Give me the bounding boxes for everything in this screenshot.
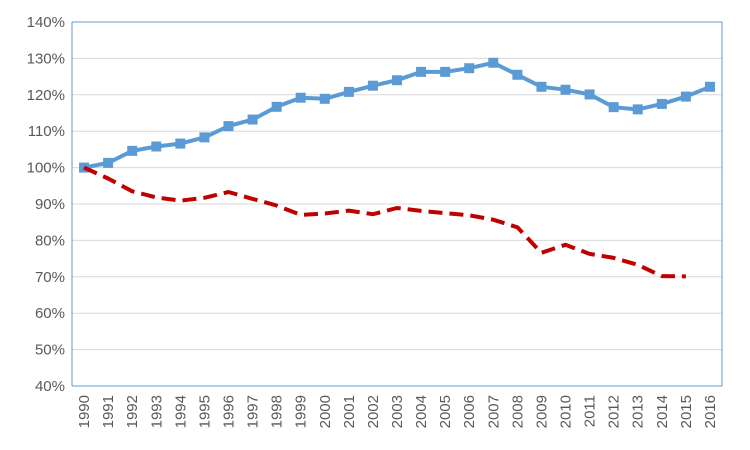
data-point-marker xyxy=(608,102,619,113)
data-point-marker xyxy=(704,81,715,92)
data-point-marker xyxy=(319,93,330,104)
x-tick-label: 2002 xyxy=(365,395,382,428)
y-tick-label: 100% xyxy=(27,160,65,177)
data-point-marker xyxy=(247,114,258,125)
x-tick-label: 2006 xyxy=(461,395,478,428)
x-tick-label: 2013 xyxy=(630,395,647,428)
series-line-2 xyxy=(83,165,686,279)
x-tick-label: 2015 xyxy=(678,395,695,428)
x-tick-label: 2007 xyxy=(485,395,502,428)
data-point-marker xyxy=(656,98,667,109)
data-point-marker xyxy=(464,63,475,74)
x-tick-label: 2010 xyxy=(558,395,575,428)
y-tick-label: 40% xyxy=(35,378,65,395)
x-tick-label: 1998 xyxy=(269,395,286,428)
data-point-marker xyxy=(367,80,378,91)
y-tick-label: 140% xyxy=(27,14,65,31)
y-tick-label: 120% xyxy=(27,87,65,104)
y-tick-label: 50% xyxy=(35,342,65,359)
x-tick-label: 1994 xyxy=(172,395,189,428)
data-point-marker xyxy=(199,132,210,143)
x-tick-label: 1993 xyxy=(148,395,165,428)
series xyxy=(79,57,715,279)
x-tick-label: 1991 xyxy=(100,395,117,428)
x-tick-label: 1990 xyxy=(76,395,93,428)
data-point-marker xyxy=(151,141,162,152)
data-point-marker xyxy=(632,104,643,115)
x-tick-label: 1996 xyxy=(220,395,237,428)
data-point-marker xyxy=(536,81,547,92)
y-tick-label: 110% xyxy=(28,123,65,140)
x-tick-label: 2005 xyxy=(437,395,454,428)
x-tick-label: 2016 xyxy=(702,395,719,428)
data-point-marker xyxy=(271,101,282,112)
data-point-marker xyxy=(560,84,571,95)
data-point-marker xyxy=(488,57,499,68)
y-tick-label: 70% xyxy=(35,269,65,286)
x-tick-label: 1999 xyxy=(293,395,310,428)
x-tick-label: 2000 xyxy=(317,395,334,428)
data-point-marker xyxy=(416,66,427,77)
y-tick-label: 130% xyxy=(27,50,65,67)
data-point-marker xyxy=(440,66,451,77)
data-point-marker xyxy=(223,121,234,132)
x-axis-tick-labels: 1990 1991 1992 1993 1994 1995 1996 1997 1998 1999… xyxy=(76,395,719,428)
x-tick-label: 2011 xyxy=(582,395,599,427)
data-point-marker xyxy=(175,138,186,149)
axes xyxy=(71,21,723,387)
data-point-marker xyxy=(584,89,595,100)
y-tick-label: 80% xyxy=(35,232,65,249)
x-tick-label: 2004 xyxy=(413,395,430,428)
data-point-marker xyxy=(512,69,523,80)
grid-lines xyxy=(72,21,722,351)
y-tick-label: 90% xyxy=(35,196,65,213)
x-tick-label: 1997 xyxy=(245,395,262,428)
data-point-marker xyxy=(127,145,138,156)
x-tick-label: 2008 xyxy=(509,395,526,428)
x-tick-label: 2009 xyxy=(533,395,550,428)
data-point-marker xyxy=(680,91,691,102)
y-axis-tick-labels: 40% 50% 60% 70% 80% 90% 100% 110% 120% 130% 140% xyxy=(27,14,65,395)
data-point-marker xyxy=(343,86,354,97)
x-tick-label: 2003 xyxy=(389,395,406,428)
x-tick-label: 2012 xyxy=(606,395,623,428)
x-tick-label: 2014 xyxy=(654,395,671,428)
data-point-marker xyxy=(295,92,306,103)
data-point-marker xyxy=(392,75,402,86)
data-point-marker xyxy=(103,157,114,168)
x-tick-label: 2001 xyxy=(341,395,358,428)
x-tick-label: 1995 xyxy=(196,395,213,428)
x-tick-label: 1992 xyxy=(124,395,141,428)
y-tick-label: 60% xyxy=(35,305,65,322)
